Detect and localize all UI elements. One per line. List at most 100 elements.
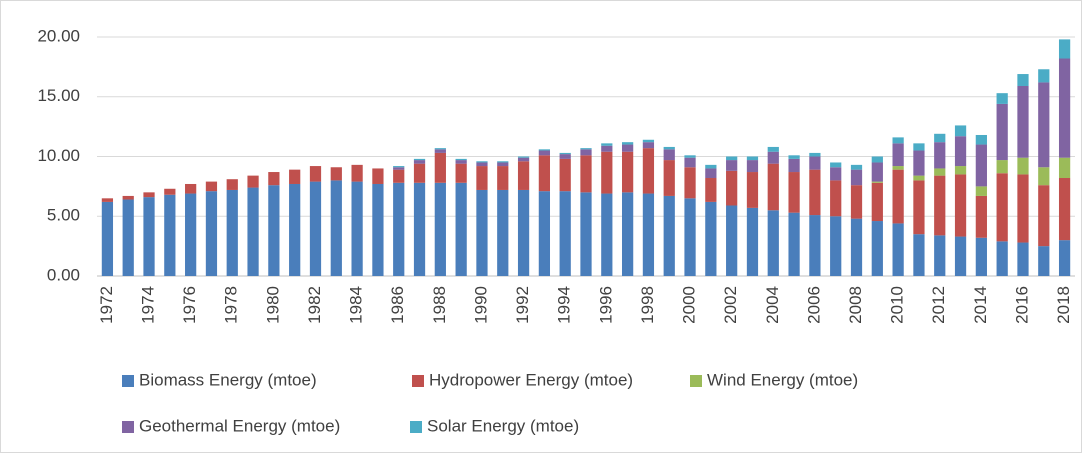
bar-segment	[580, 155, 592, 193]
bar-segment	[517, 157, 530, 162]
bar-segment	[330, 180, 342, 276]
bar-segment	[913, 175, 925, 181]
y-tick-label: 10.00	[37, 146, 80, 165]
bar-segment	[393, 169, 405, 183]
bar-segment	[767, 163, 779, 211]
bar-segment	[580, 149, 592, 156]
bar-segment	[559, 152, 571, 155]
bar-segment	[351, 181, 363, 276]
bar-segment	[1058, 178, 1071, 241]
bar-segment	[684, 167, 696, 199]
bar-segment	[642, 139, 655, 143]
bar-segment	[1038, 167, 1050, 186]
bar-segment	[455, 160, 467, 164]
bar-segment	[767, 210, 779, 276]
x-tick-label: 2008	[846, 286, 865, 324]
bar-segment	[871, 156, 883, 163]
bar-segment	[663, 146, 675, 150]
bar-segment	[372, 183, 384, 276]
x-tick-label: 1996	[596, 286, 615, 324]
bar-segment	[726, 160, 738, 171]
bar-segment	[850, 164, 863, 170]
bar-segment	[788, 212, 800, 276]
bar-segment	[684, 198, 696, 276]
bar-segment	[809, 215, 821, 276]
x-tick-label: 2006	[804, 286, 823, 324]
bar-segment	[871, 181, 883, 183]
x-tick-label: 1988	[430, 286, 449, 324]
bar-segment	[476, 161, 488, 163]
bar-segment	[746, 156, 759, 161]
bar-segment	[559, 191, 571, 276]
bar-segment	[788, 172, 800, 213]
bar-segment	[705, 164, 717, 169]
legend-swatch	[122, 421, 134, 433]
legend-label: Solar Energy (mtoe)	[427, 416, 579, 435]
bar-segment	[601, 151, 613, 194]
bar-segment	[517, 161, 530, 190]
bar-segment	[684, 155, 696, 158]
bar-segment	[663, 149, 675, 161]
bar-segment	[954, 166, 967, 175]
bar-segment	[455, 158, 467, 161]
x-tick-label: 1976	[180, 286, 199, 324]
bar-segment	[538, 191, 551, 276]
bar-segment	[393, 166, 405, 168]
x-tick-label: 1990	[471, 286, 490, 324]
bar-segment	[559, 158, 571, 192]
x-tick-label: 1992	[513, 286, 532, 324]
bar-segment	[830, 180, 842, 217]
bar-segment	[122, 195, 134, 200]
bar-segment	[1017, 74, 1029, 86]
x-tick-label: 1984	[347, 286, 366, 324]
bar-segment	[934, 168, 946, 176]
x-tick-label: 2010	[888, 286, 907, 324]
bar-segment	[434, 152, 446, 183]
bar-segment	[538, 155, 551, 192]
bar-segment	[268, 172, 280, 186]
bar-segment	[143, 192, 155, 198]
bar-segment	[185, 193, 197, 276]
bar-segment	[809, 156, 821, 170]
bar-segment	[393, 182, 405, 276]
y-tick-label: 20.00	[37, 26, 80, 45]
bar-segment	[975, 195, 987, 238]
y-tick-label: 5.00	[47, 206, 80, 225]
bar-segment	[996, 160, 1008, 174]
bar-segment	[934, 235, 946, 276]
bar-segment	[850, 218, 863, 276]
legend-label: Wind Energy (mtoe)	[707, 370, 858, 389]
bar-segment	[413, 182, 426, 276]
bar-segment	[476, 166, 488, 190]
bar-segment	[934, 175, 946, 236]
bar-segment	[871, 182, 883, 222]
bar-segment	[601, 193, 613, 276]
bar-segment	[975, 186, 987, 196]
bar-segment	[726, 156, 738, 161]
bar-segment	[434, 148, 446, 150]
bar-segment	[871, 221, 883, 276]
bar-segment	[205, 191, 218, 276]
bar-segment	[996, 93, 1008, 104]
bar-segment	[726, 205, 738, 276]
bar-segment	[996, 103, 1008, 161]
bar-segment	[913, 234, 925, 276]
bar-segment	[143, 197, 155, 276]
bar-segment	[996, 241, 1008, 276]
legend-label: Hydropower Energy (mtoe)	[429, 370, 633, 389]
bar-segment	[309, 166, 322, 182]
y-tick-label: 15.00	[37, 86, 80, 105]
bar-segment	[642, 193, 655, 276]
bar-segment	[122, 199, 134, 276]
x-tick-label: 2004	[763, 286, 782, 324]
bar-segment	[497, 189, 509, 276]
bar-segment	[309, 181, 322, 276]
bar-segment	[767, 151, 779, 164]
bar-segment	[892, 223, 904, 276]
bar-segment	[455, 163, 467, 183]
bar-segment	[559, 154, 571, 159]
bar-segment	[934, 133, 946, 143]
bar-segment	[247, 187, 259, 276]
x-tick-label: 2018	[1054, 286, 1073, 324]
bar-segment	[830, 167, 842, 181]
